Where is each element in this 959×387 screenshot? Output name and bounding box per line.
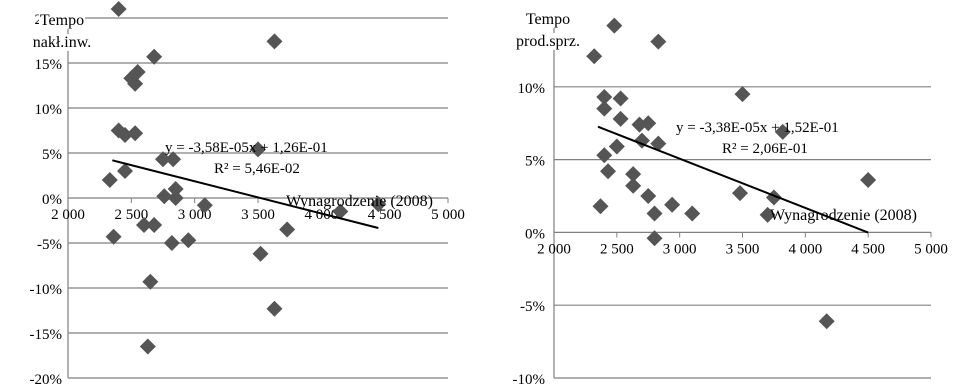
data-point xyxy=(117,127,133,143)
data-point xyxy=(163,235,180,251)
data-point xyxy=(625,166,642,183)
data-point xyxy=(155,151,171,168)
y-tick-label: 10% xyxy=(35,102,63,118)
data-point xyxy=(860,171,877,188)
data-point xyxy=(101,172,118,188)
data-point xyxy=(650,33,667,50)
x-tick-label: 2 000 xyxy=(537,241,571,257)
x-tick-label: 2 500 xyxy=(114,207,148,223)
data-point xyxy=(266,300,283,317)
data-point xyxy=(167,181,184,197)
x-tick-label: 4 500 xyxy=(851,241,885,257)
data-point xyxy=(127,75,144,92)
x-tick-label: 4 500 xyxy=(368,207,402,223)
data-point xyxy=(664,196,681,213)
data-point xyxy=(606,17,623,34)
data-point xyxy=(146,217,163,233)
y-tick-label: 5% xyxy=(42,147,62,163)
data-point xyxy=(252,245,269,262)
x-tick-label: 3 500 xyxy=(241,207,275,223)
data-point xyxy=(640,115,657,132)
x-tick-label: 5 000 xyxy=(914,241,948,257)
y-axis-title: Tempo xyxy=(526,11,570,28)
y-tick-label: -20% xyxy=(30,372,63,387)
y-title-background xyxy=(524,11,572,28)
data-point xyxy=(129,64,146,80)
data-point xyxy=(117,163,133,179)
data-point xyxy=(650,135,667,152)
y-tick-label: -10% xyxy=(513,372,546,387)
regression-equation: y = -3,38E-05x + 1,52E-01 xyxy=(676,120,839,136)
data-point xyxy=(586,48,603,65)
y-tick-label: 5% xyxy=(525,154,545,170)
data-point xyxy=(774,123,791,140)
x-tick-label: 3 500 xyxy=(726,241,760,257)
data-point xyxy=(165,151,182,168)
data-point xyxy=(279,221,296,238)
x-tick-label: 5 000 xyxy=(431,207,465,223)
data-point xyxy=(731,185,748,202)
data-point xyxy=(196,197,213,214)
data-point xyxy=(136,217,152,233)
data-point xyxy=(646,230,663,247)
data-point xyxy=(759,206,776,223)
data-point xyxy=(142,273,159,290)
data-point xyxy=(146,48,163,65)
data-point xyxy=(600,163,617,180)
data-point xyxy=(818,313,835,330)
y-title-background xyxy=(38,12,86,29)
data-point xyxy=(608,138,625,155)
x-tick-label: 4 000 xyxy=(788,241,822,257)
data-point xyxy=(612,90,629,107)
data-point xyxy=(596,88,613,105)
y-tick-label: 0% xyxy=(525,226,545,242)
r-squared-label: R² = 2,06E-01 xyxy=(722,141,808,157)
y-tick-label: -5% xyxy=(520,299,545,315)
y-tick-label: 0% xyxy=(42,192,62,208)
data-point xyxy=(156,188,173,205)
x-tick-label: 2 500 xyxy=(600,241,634,257)
data-point xyxy=(370,196,387,213)
data-point xyxy=(646,205,663,222)
regression-equation: y = -3,58E-05x + 1,26E-01 xyxy=(165,140,328,156)
data-point xyxy=(612,110,629,127)
y-tick-label: -5% xyxy=(37,237,62,253)
y-title-background xyxy=(31,34,93,51)
data-point xyxy=(250,141,266,158)
data-point xyxy=(640,188,657,204)
data-point xyxy=(684,205,701,222)
x-axis-title: Wynagrodzenie (2008) xyxy=(770,207,917,224)
trendline xyxy=(597,125,869,234)
data-point xyxy=(139,338,156,355)
y-axis-title: Tempo xyxy=(40,12,84,29)
data-point xyxy=(127,125,144,142)
data-point xyxy=(105,228,122,245)
y-tick-label: 15% xyxy=(35,57,63,73)
x-tick-label: 2 000 xyxy=(51,207,85,223)
x-axis-title: Wynagrodzenie (2008) xyxy=(286,193,433,210)
data-point xyxy=(266,33,283,50)
data-point xyxy=(596,100,613,117)
y-axis-title: nakł.inw. xyxy=(33,34,92,51)
data-point xyxy=(110,1,127,17)
y-tick-label: 10% xyxy=(518,81,546,97)
data-point xyxy=(596,147,613,164)
data-point xyxy=(180,232,197,249)
data-point xyxy=(332,203,349,220)
y-tick-label: -15% xyxy=(30,327,63,343)
y-axis-title: prod.sprz. xyxy=(516,33,580,50)
trendline xyxy=(112,159,379,229)
y-title-background xyxy=(515,33,581,50)
data-point xyxy=(734,86,751,103)
data-point xyxy=(592,198,609,215)
x-tick-label: 3 000 xyxy=(663,241,697,257)
data-point xyxy=(167,190,184,206)
chart-wage-vs-sales-growth: -10% -5% 0% 5% 10% 2 000 2 500 3 000 3 500 4 000 4… xyxy=(513,11,948,387)
r-squared-label: R² = 5,46E-02 xyxy=(214,161,300,177)
data-point xyxy=(625,177,642,194)
y-tick-label: -10% xyxy=(30,282,63,298)
